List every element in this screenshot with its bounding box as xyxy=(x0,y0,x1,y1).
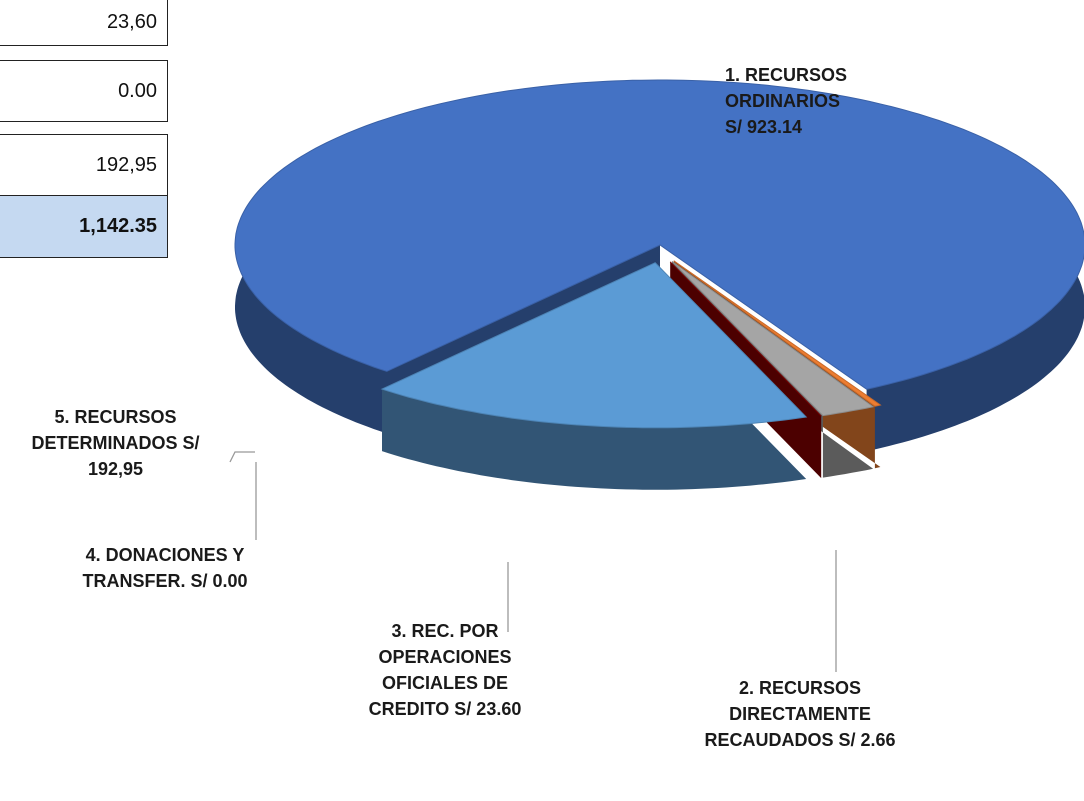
slice-label: 5. RECURSOS DETERMINADOS S/ 192,95 xyxy=(31,407,200,479)
leader-lines xyxy=(229,451,837,672)
slice-label: 4. DONACIONES Y TRANSFER. S/ 0.00 xyxy=(82,545,248,591)
slice-label: 1. RECURSOS ORDINARIOS S/ 923.14 xyxy=(725,65,848,137)
table-cell: 0.00 xyxy=(0,60,168,122)
slice xyxy=(234,79,1084,390)
slice-label: 2. RECURSOS DIRECTAMENTE RECAUDADOS S/ 2… xyxy=(704,678,896,750)
leader-line xyxy=(229,451,255,463)
slice xyxy=(671,260,875,417)
slice xyxy=(380,262,808,429)
slice-label: 3. REC. POR OPERACIONES OFICIALES DE CRE… xyxy=(368,621,522,719)
slice xyxy=(673,260,882,407)
table-cell: 192,95 xyxy=(0,134,168,196)
slice xyxy=(669,261,822,417)
table-total: 1,142.35 xyxy=(0,196,168,258)
table-cell: 23,60 xyxy=(0,0,168,46)
